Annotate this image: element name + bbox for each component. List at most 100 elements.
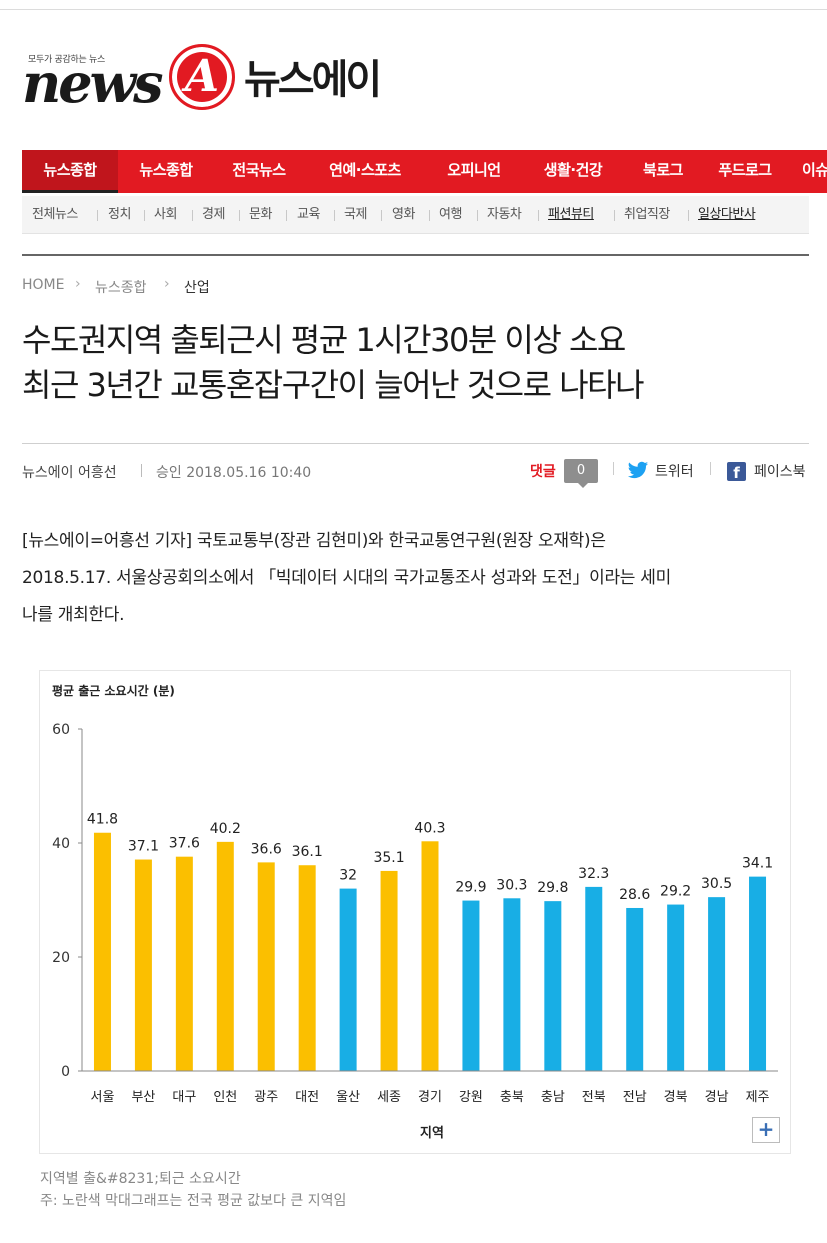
bar-value-label: 37.1 <box>128 839 159 855</box>
facebook-icon[interactable]: f <box>727 462 746 481</box>
x-tick-label: 인천 <box>213 1090 237 1105</box>
sub-nav-item-society[interactable]: 사회 <box>154 207 177 222</box>
chart-x-axis-label: 지역 <box>420 1125 444 1141</box>
sub-nav-separator <box>192 210 193 221</box>
breadcrumb-home[interactable]: HOME <box>22 277 65 293</box>
twitter-share-label[interactable]: 트위터 <box>655 464 694 480</box>
share-separator <box>710 462 711 475</box>
share-separator <box>613 462 614 475</box>
sub-nav-separator <box>97 210 98 221</box>
x-tick-label: 경기 <box>418 1090 442 1105</box>
chart-bar <box>749 876 767 1071</box>
chart-bar <box>585 886 603 1071</box>
headline-line-1: 수도권지역 출퇴근시 평균 1시간30분 이상 소요 <box>22 321 626 359</box>
bar-value-label: 32.3 <box>578 866 609 882</box>
y-tick-label: 20 <box>52 950 70 966</box>
y-tick-label: 0 <box>61 1064 70 1080</box>
chart-bar <box>708 897 726 1071</box>
main-nav-item-issue[interactable]: 이슈 <box>802 161 827 179</box>
logo-korean-text: 뉴스에이 <box>244 57 382 103</box>
sub-nav-item-economy[interactable]: 경제 <box>202 207 225 222</box>
meta-divider <box>22 443 809 444</box>
sub-nav-separator <box>429 210 430 221</box>
comment-count-badge[interactable]: 0 <box>564 459 598 488</box>
logo-tagline: 모두가 공감하는 뉴스 <box>28 55 105 65</box>
twitter-icon[interactable] <box>627 459 649 481</box>
sub-nav-item-world[interactable]: 국제 <box>344 207 367 222</box>
sub-nav-item-jobs[interactable]: 취업직장 <box>624 207 670 222</box>
sub-nav: 전체뉴스 정치 사회 경제 문화 교육 국제 영화 여행 자동차 패션뷰티 취업… <box>22 196 809 234</box>
sub-nav-item-car[interactable]: 자동차 <box>487 207 522 222</box>
sub-nav-separator <box>239 210 240 221</box>
chart-bar <box>134 859 152 1071</box>
chart-bar <box>626 907 644 1071</box>
top-divider <box>0 9 827 10</box>
main-nav-item-foodlog[interactable]: 푸드로그 <box>718 161 772 179</box>
y-axis: 0 20 40 60 <box>52 722 83 1080</box>
sub-nav-separator <box>614 210 615 221</box>
chart-bar <box>667 904 685 1071</box>
main-nav-item-booklog[interactable]: 북로그 <box>643 161 683 179</box>
breadcrumb-section[interactable]: 뉴스종합 <box>95 280 147 296</box>
byline-separator <box>141 464 142 477</box>
bar-value-label: 29.8 <box>537 880 568 896</box>
sub-nav-item-all[interactable]: 전체뉴스 <box>32 207 78 222</box>
breadcrumb-current[interactable]: 산업 <box>184 280 210 296</box>
chart-title: 평균 출근 소요시간 (분) <box>52 683 175 698</box>
article-body-line-1: [뉴스에이=어흥선 기자] 국토교통부(장관 김현미)와 한국교통연구원(원장 … <box>22 531 606 551</box>
bar-value-label: 40.2 <box>210 821 241 837</box>
y-tick-label: 60 <box>52 722 70 738</box>
bar-value-label: 37.6 <box>169 836 200 852</box>
chart-note: 주: 노란색 막대그래프는 전국 평균 값보다 큰 지역임 <box>40 1193 347 1209</box>
zoom-plus-button[interactable]: + <box>752 1117 780 1143</box>
chart-bar <box>503 898 521 1071</box>
bar-chart-svg: 평균 출근 소요시간 (분) 0 20 40 60 41.8 37.1 37.6 40.2 3… <box>52 683 778 1141</box>
sub-nav-item-travel[interactable]: 여행 <box>439 207 462 222</box>
x-tick-label: 대구 <box>172 1090 196 1105</box>
logo-a-letter: A <box>184 51 220 102</box>
sub-nav-separator <box>144 210 145 221</box>
main-nav-item-news-all[interactable]: 뉴스종합 <box>139 161 193 179</box>
header-divider <box>22 254 809 256</box>
sub-nav-item-movie[interactable]: 영화 <box>392 207 415 222</box>
main-nav-item-national[interactable]: 전국뉴스 <box>232 161 286 179</box>
chart-bar <box>544 901 562 1071</box>
x-axis: 서울 부산 대구 인천 광주 대전 울산 세종 경기 강원 충북 충남 전북 전남 경북 경남 제주 <box>82 1070 778 1105</box>
bar-value-label: 28.6 <box>619 887 650 903</box>
sub-nav-item-education[interactable]: 교육 <box>297 207 320 222</box>
site-logo[interactable]: 모두가 공감하는 뉴스 news A 뉴스에이 <box>22 42 422 114</box>
main-nav-item-life[interactable]: 생활·건강 <box>543 161 603 179</box>
main-nav-item-entertainment[interactable]: 연예·스포츠 <box>329 161 401 179</box>
chevron-right-icon: › <box>75 276 81 292</box>
logo-news-text: news <box>22 51 164 115</box>
sub-nav-item-politics[interactable]: 정치 <box>108 207 131 222</box>
sub-nav-item-fashion[interactable]: 패션뷰티 <box>548 207 594 222</box>
bar-value-label: 30.5 <box>701 876 732 892</box>
sub-nav-separator <box>334 210 335 221</box>
sub-nav-item-culture[interactable]: 문화 <box>249 207 272 222</box>
x-tick-label: 충북 <box>500 1090 524 1105</box>
sub-nav-separator <box>688 210 689 221</box>
main-nav-item-news-all-active[interactable]: 뉴스종합 <box>22 150 118 193</box>
comment-label[interactable]: 댓글 <box>530 464 556 480</box>
main-nav-item-opinion[interactable]: 오피니언 <box>447 161 501 179</box>
chart-bar <box>339 888 357 1071</box>
facebook-share-label[interactable]: 페이스북 <box>754 464 806 480</box>
bar-value-label: 41.8 <box>87 812 118 828</box>
x-tick-label: 세종 <box>377 1090 401 1105</box>
x-tick-label: 서울 <box>91 1090 115 1105</box>
main-nav: 뉴스종합 뉴스종합 전국뉴스 연예·스포츠 오피니언 생활·건강 북로그 푸드로… <box>22 150 827 193</box>
byline-author: 뉴스에이 어흥선 <box>22 465 117 481</box>
bar-value-label: 40.3 <box>414 820 445 836</box>
bar-value-label: 32 <box>339 868 357 884</box>
chart-bar <box>257 862 275 1071</box>
chart-bar <box>421 841 439 1071</box>
bar-value-label: 29.9 <box>455 880 486 896</box>
headline-line-2: 최근 3년간 교통혼잡구간이 늘어난 것으로 나타나 <box>22 366 645 404</box>
bar-value-label: 35.1 <box>373 850 404 866</box>
sub-nav-item-daily[interactable]: 일상다반사 <box>698 207 756 222</box>
x-tick-label: 광주 <box>254 1090 278 1105</box>
x-tick-label: 경남 <box>705 1090 729 1105</box>
bar-value-label: 36.6 <box>251 841 282 857</box>
x-tick-label: 강원 <box>459 1090 483 1105</box>
